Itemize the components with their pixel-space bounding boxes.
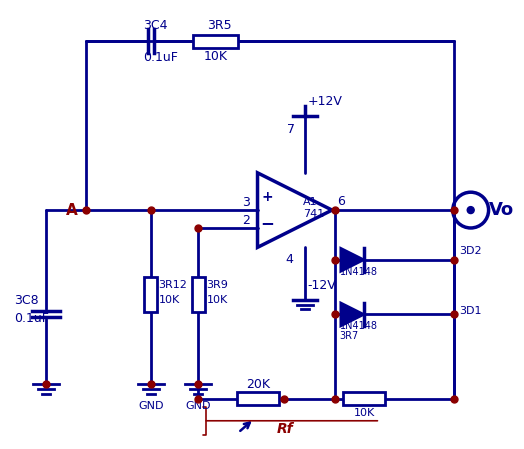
Bar [144,277,157,312]
Text: 0.1uF: 0.1uF [143,51,178,64]
Text: GND: GND [185,401,211,411]
Text: +: + [261,190,274,204]
Text: 3R12: 3R12 [159,280,188,290]
Text: A1: A1 [303,197,318,207]
Bar [344,392,385,405]
Text: -12V: -12V [308,279,336,292]
Text: 0.1uF: 0.1uF [15,312,49,325]
Text: 2: 2 [242,214,249,227]
Text: 741: 741 [303,209,324,219]
Text: 3: 3 [242,196,249,209]
Text: 3D1: 3D1 [459,307,481,317]
Text: 1N4148: 1N4148 [340,321,377,331]
Text: 3D2: 3D2 [459,246,482,256]
Text: 10K: 10K [203,49,227,62]
Text: 3R5: 3R5 [208,19,232,32]
Text: 10K: 10K [206,295,227,304]
Text: 3C8: 3C8 [15,294,39,307]
Text: 3R7: 3R7 [340,331,359,341]
Text: 1N4148: 1N4148 [340,267,377,277]
Polygon shape [341,303,364,326]
Text: 7: 7 [287,123,295,136]
Text: Rf: Rf [277,422,293,436]
Bar [192,277,205,312]
Bar [193,35,238,48]
Bar [237,392,279,405]
Text: −: − [260,214,275,232]
Text: 3R9: 3R9 [206,280,228,290]
Circle shape [467,207,474,214]
Text: GND: GND [138,401,163,411]
Text: 10K: 10K [159,295,180,304]
Text: +12V: +12V [308,95,343,108]
Polygon shape [341,248,364,272]
Text: 4: 4 [285,253,293,266]
Text: 6: 6 [337,195,345,207]
Text: 10K: 10K [354,408,375,418]
Text: A: A [67,202,78,218]
Text: 3C4: 3C4 [143,19,167,32]
Text: Vo: Vo [488,201,514,219]
Text: 20K: 20K [246,378,270,391]
